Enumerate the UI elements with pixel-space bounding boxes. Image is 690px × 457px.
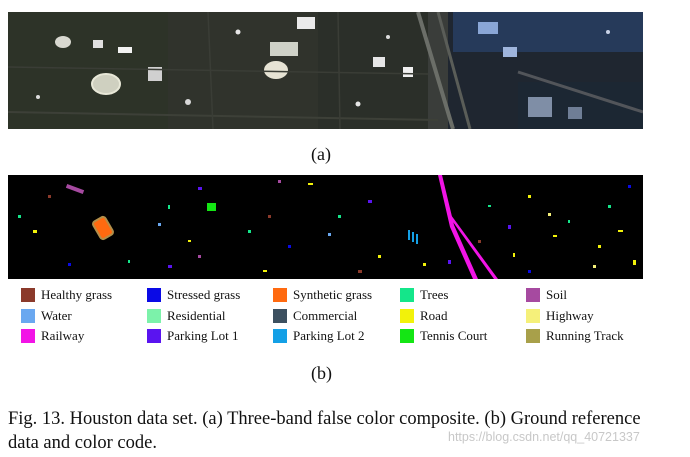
swatch-residential [147,309,161,323]
legend-item-road: Road [400,308,447,324]
legend-item-water: Water [21,308,72,324]
legend-item-residential: Residential [147,308,226,324]
swatch-highway [526,309,540,323]
legend-label: Parking Lot 1 [167,328,239,343]
legend-label: Soil [546,287,567,302]
panel-a-label: (a) [311,144,331,164]
legend-label: Running Track [546,328,624,343]
watermark-url: https://blog.csdn.net/qq_40721337 [448,430,640,444]
legend-item-parking-lot-1: Parking Lot 1 [147,328,239,344]
legend-item-running-track: Running Track [526,328,624,344]
swatch-parking-lot-1 [147,329,161,343]
swatch-healthy-grass [21,288,35,302]
legend-label: Healthy grass [41,287,113,302]
legend-item-parking-lot-2: Parking Lot 2 [273,328,365,344]
ground-reference-map [8,175,643,279]
legend-item-railway: Railway [21,328,84,344]
legend-item-stressed-grass: Stressed grass [147,287,240,303]
legend-item-tennis-court: Tennis Court [400,328,487,344]
legend-label: Tennis Court [420,328,488,343]
swatch-commercial [273,309,287,323]
legend-label: Road [420,308,448,323]
legend-label: Synthetic grass [293,287,373,302]
swatch-road [400,309,414,323]
panel-b-label: (b) [311,363,332,383]
swatch-tennis-court [400,329,414,343]
swatch-stressed-grass [147,288,161,302]
legend-label: Highway [546,308,594,323]
legend-item-highway: Highway [526,308,594,324]
swatch-synthetic-grass [273,288,287,302]
figure-caption: Fig. 13. Houston data set. (a) Three-ban… [8,409,641,453]
legend-label: Commercial [293,308,358,323]
swatch-soil [526,288,540,302]
legend-item-soil: Soil [526,287,567,303]
false-color-composite-image [8,12,643,129]
swatch-trees [400,288,414,302]
legend-item-synthetic-grass: Synthetic grass [273,287,372,303]
legend-item-commercial: Commercial [273,308,357,324]
legend-item-healthy-grass: Healthy grass [21,287,112,303]
swatch-parking-lot-2 [273,329,287,343]
aerial-scene [8,12,643,129]
color-code-legend: Healthy grass Stressed grass Synthetic g… [21,287,661,347]
legend-label: Railway [41,328,85,343]
legend-label: Water [41,308,72,323]
swatch-water [21,309,35,323]
swatch-running-track [526,329,540,343]
legend-label: Trees [420,287,449,302]
legend-label: Residential [167,308,226,323]
legend-label: Parking Lot 2 [293,328,365,343]
swatch-railway [21,329,35,343]
ground-reference-scene [8,175,643,279]
legend-item-trees: Trees [400,287,448,303]
legend-label: Stressed grass [167,287,241,302]
